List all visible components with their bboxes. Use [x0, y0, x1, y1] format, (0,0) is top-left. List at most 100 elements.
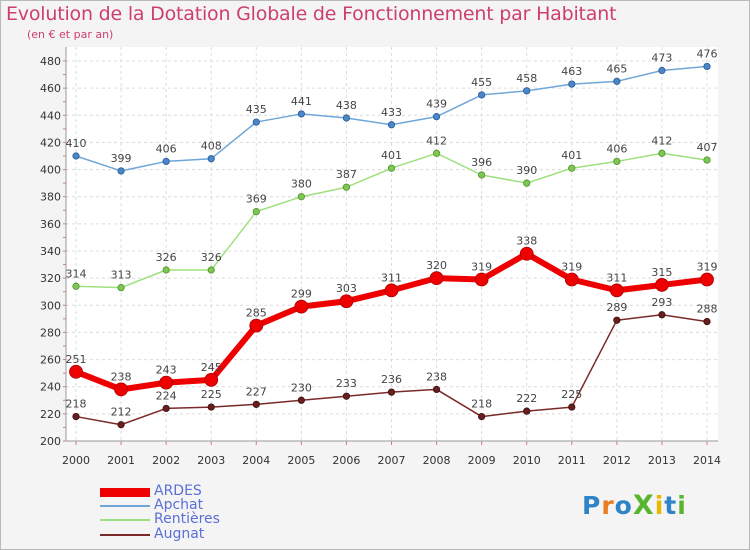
data-label-ardes: 251	[66, 353, 87, 366]
y-tick-label: 360	[40, 218, 61, 231]
data-label-augnat: 222	[516, 392, 537, 405]
data-label-ardes: 243	[156, 364, 177, 377]
data-point-ardes	[339, 294, 354, 309]
data-point-rentières	[207, 266, 215, 274]
data-label-ardes: 245	[201, 361, 222, 374]
data-point-apchat	[72, 152, 80, 160]
logo-letter: i	[654, 491, 665, 520]
data-point-ardes	[204, 373, 219, 387]
data-point-apchat	[162, 157, 170, 166]
data-point-augnat	[613, 316, 621, 324]
x-tick-label: 2000	[62, 454, 90, 467]
data-point-apchat	[252, 118, 260, 126]
data-point-augnat	[207, 403, 215, 411]
data-label-augnat: 218	[66, 398, 87, 411]
data-label-rentières: 406	[606, 142, 627, 155]
data-label-rentières: 326	[156, 251, 177, 264]
logo-letter: t	[664, 491, 678, 520]
data-point-rentières	[613, 157, 621, 166]
data-label-apchat: 438	[336, 99, 357, 112]
data-point-apchat	[478, 91, 486, 99]
legend-swatch	[100, 487, 150, 497]
y-tick-label: 280	[40, 326, 61, 339]
data-point-apchat	[613, 77, 621, 85]
data-label-ardes: 319	[471, 261, 492, 274]
data-label-apchat: 399	[111, 152, 132, 165]
data-label-apchat: 473	[651, 52, 672, 65]
data-point-rentières	[72, 282, 80, 290]
data-point-rentières	[252, 208, 260, 216]
data-label-rentières: 401	[381, 149, 402, 162]
data-label-augnat: 230	[291, 381, 312, 394]
legend-swatch	[100, 534, 150, 536]
x-tick-label: 2006	[332, 454, 360, 467]
y-tick-label: 320	[40, 272, 61, 285]
logo-letter: o	[614, 491, 633, 520]
data-label-rentières: 326	[201, 251, 222, 264]
data-label-apchat: 406	[156, 142, 177, 155]
x-tick-label: 2010	[513, 454, 541, 467]
data-point-apchat	[117, 167, 125, 175]
data-point-ardes	[249, 318, 264, 333]
data-point-augnat	[162, 404, 170, 413]
data-point-rentières	[523, 179, 531, 187]
x-tick-label: 2005	[287, 454, 315, 467]
data-label-apchat: 476	[697, 47, 718, 60]
y-tick-label: 340	[40, 245, 61, 258]
data-label-rentières: 412	[426, 134, 447, 147]
data-point-apchat	[523, 87, 531, 95]
data-label-augnat: 289	[606, 301, 627, 314]
legend-swatch	[100, 519, 150, 521]
x-tick-label: 2012	[603, 454, 631, 467]
data-label-ardes: 338	[516, 235, 537, 248]
data-point-ardes	[429, 271, 444, 286]
data-label-apchat: 465	[606, 62, 627, 75]
x-tick-label: 2004	[242, 454, 270, 467]
data-point-apchat	[658, 66, 666, 75]
chart-subtitle: (en € et par an)	[27, 28, 114, 41]
data-point-apchat	[432, 113, 441, 121]
x-tick-label: 2003	[197, 454, 225, 467]
data-label-rentières: 387	[336, 168, 357, 181]
y-tick-label: 260	[40, 354, 61, 367]
x-tick-label: 2008	[423, 454, 451, 467]
data-label-ardes: 238	[111, 370, 132, 383]
data-point-ardes	[519, 246, 534, 261]
data-point-apchat	[297, 110, 305, 118]
data-label-rentières: 313	[111, 269, 132, 282]
data-point-rentières	[568, 164, 576, 172]
y-tick-label: 440	[40, 109, 61, 122]
data-label-apchat: 408	[201, 140, 222, 153]
x-tick-label: 2011	[558, 454, 586, 467]
data-label-apchat: 435	[246, 103, 267, 116]
logo-letter: r	[601, 491, 615, 520]
data-label-ardes: 311	[606, 271, 627, 284]
legend-label: Apchat	[154, 497, 204, 513]
data-label-apchat: 455	[471, 76, 492, 89]
data-label-ardes: 299	[291, 288, 312, 301]
data-point-augnat	[478, 412, 486, 421]
x-tick-label: 2007	[378, 454, 406, 467]
y-tick-label: 420	[40, 136, 61, 149]
data-label-apchat: 439	[426, 98, 447, 111]
data-point-ardes	[69, 364, 83, 379]
data-point-rentières	[342, 183, 351, 191]
data-point-apchat	[568, 80, 576, 88]
data-point-augnat	[432, 385, 441, 394]
data-label-ardes: 285	[246, 307, 267, 320]
data-point-rentières	[117, 284, 125, 292]
data-point-ardes	[159, 375, 174, 390]
logo-letter: i	[677, 491, 687, 520]
x-tick-label: 2013	[648, 454, 676, 467]
data-point-ardes	[384, 283, 399, 298]
logo-letter: P	[582, 491, 602, 520]
data-label-ardes: 303	[336, 282, 357, 295]
data-label-rentières: 401	[561, 149, 582, 162]
data-point-augnat	[297, 396, 305, 404]
proxiti-logo: ProXiti	[582, 490, 687, 521]
data-label-apchat: 433	[381, 106, 402, 119]
data-point-augnat	[387, 388, 396, 396]
plot-area	[66, 47, 718, 441]
legend-label: ARDES	[154, 483, 202, 499]
data-label-rentières: 407	[697, 141, 718, 154]
